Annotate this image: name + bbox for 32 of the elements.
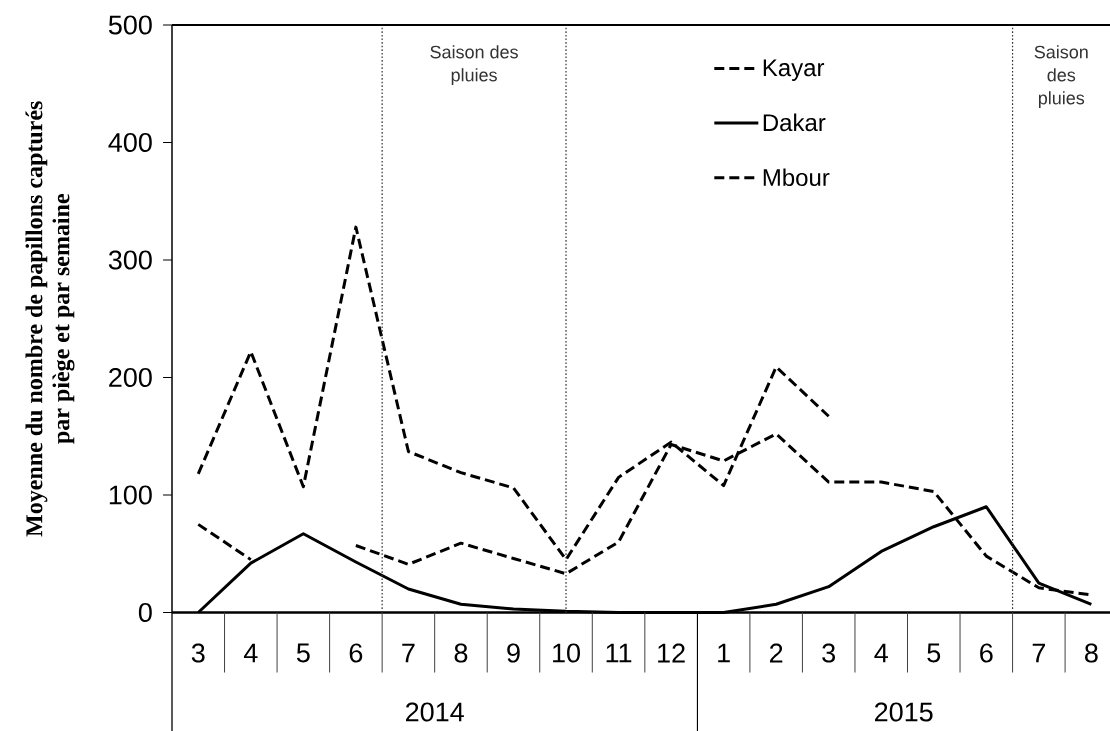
x-tick-label: 9	[507, 643, 520, 663]
y-axis-title: Moyenne du nombre de papillons capturés par piège et par semaine	[25, 101, 75, 537]
legend-label: Dakar	[763, 113, 826, 132]
x-tick-label: 10	[553, 643, 580, 663]
legend-label: Mbour	[763, 168, 830, 187]
x-tick-label: 6	[980, 643, 993, 663]
y-tick-label: 100	[109, 485, 152, 505]
x-tick-label: 11	[606, 643, 632, 663]
x-tick-label: 5	[296, 643, 310, 663]
text: 2015	[875, 702, 933, 722]
y-tick-label: 500	[108, 15, 152, 35]
x-tick-label: 3	[822, 643, 836, 663]
x-tick-label: 4	[874, 643, 888, 663]
y-tick-label: 400	[108, 132, 152, 153]
y-tick-label: 0	[138, 602, 152, 623]
y-tick-label: 300	[108, 250, 152, 270]
x-tick-label: 6	[349, 643, 363, 663]
x-tick-label: 3	[191, 643, 205, 663]
x-tick-label: 8	[1085, 643, 1098, 663]
x-tick-label: 8	[454, 643, 468, 663]
x-tick-label: 4	[243, 643, 258, 663]
x-tick-label: 12	[658, 643, 685, 663]
x-tick-label: 7	[1032, 643, 1045, 663]
x-tick-label: 1	[718, 643, 730, 663]
text: 2014	[406, 702, 464, 722]
ref-line-label: Saison des pluies	[1034, 45, 1088, 108]
y-tick-label: 200	[109, 367, 152, 388]
legend-label: Kayar	[763, 59, 825, 82]
x-tick-label: 5	[927, 643, 941, 663]
ref-line-label: Saison des pluies	[430, 45, 518, 85]
x-tick-label: 2	[770, 643, 783, 663]
x-tick-label: 7	[402, 643, 415, 663]
